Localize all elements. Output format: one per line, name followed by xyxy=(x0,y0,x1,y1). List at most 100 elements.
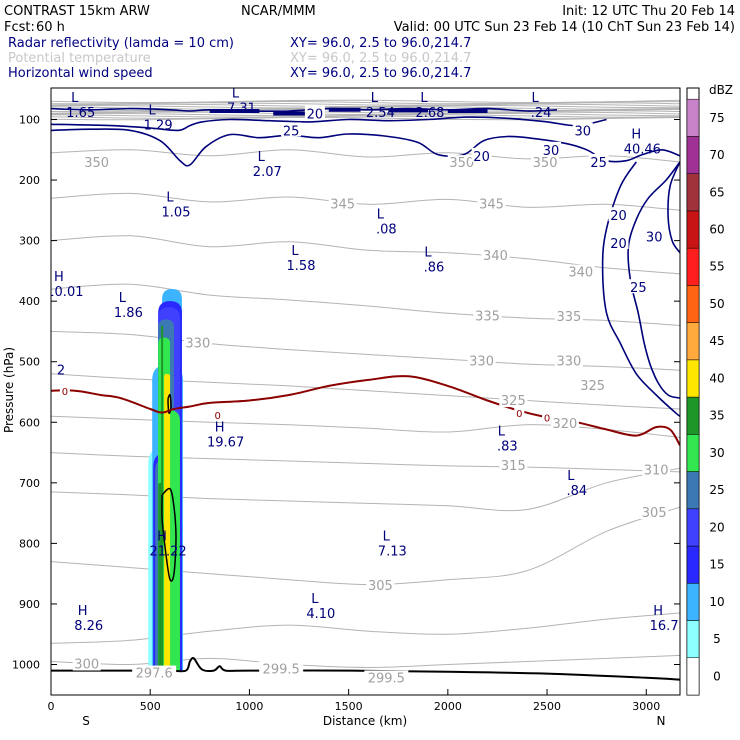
header: CONTRAST 15km ARW NCAR/MMM Init: 12 UTC … xyxy=(4,4,735,81)
colorbar-level-label: 0 xyxy=(713,669,721,683)
colorbar-level-label: 50 xyxy=(709,297,724,311)
theta-label: 335 xyxy=(475,309,500,324)
colorbar-swatch-15 xyxy=(686,545,700,584)
theta-label-bg xyxy=(578,377,607,392)
theta-label-bg xyxy=(328,196,357,211)
colorbar-level-label: 30 xyxy=(709,446,724,460)
wind-contour-20 xyxy=(601,161,680,417)
colorbar-level-label: 10 xyxy=(709,595,724,609)
y-tick-label: 400 xyxy=(19,295,40,308)
field-xy-theta: XY= 96.0, 2.5 to 96.0,214.7 xyxy=(290,51,471,66)
extremum-type: H xyxy=(653,604,663,619)
theta-label: 350 xyxy=(533,156,558,171)
field-name-wind: Horizontal wind speed xyxy=(8,66,153,81)
theta-label: 345 xyxy=(479,197,504,212)
wind-label: 20 xyxy=(307,107,324,122)
colorbar-level-label: 40 xyxy=(709,371,724,385)
extremum-type: L xyxy=(377,208,385,223)
wind-label: 30 xyxy=(543,144,560,159)
x-tick-label: 2500 xyxy=(533,700,561,713)
wind-label-bg xyxy=(588,153,609,168)
extremum-type: L xyxy=(424,246,432,261)
x-tick-label: 2000 xyxy=(434,700,462,713)
contour-labels: 350 350 350 345 345 340 340 335 335 330 330 330 325 3… xyxy=(57,105,671,686)
theta-contour xyxy=(51,149,680,163)
edge-label: 2 xyxy=(57,364,65,379)
x-axis-title: Distance (km) xyxy=(323,714,407,728)
reflectivity-cell-contour xyxy=(167,393,172,414)
extremum-type: L xyxy=(232,86,240,101)
extremum-value: 21.22 xyxy=(149,545,186,560)
north-end-label: N xyxy=(657,714,666,728)
theta-label-bg xyxy=(554,308,583,323)
colorbar-swatch-25 xyxy=(686,471,700,510)
wind-label-bg xyxy=(572,122,593,137)
colorbar-level-label: 45 xyxy=(709,334,724,348)
freezing-level-label: 0 xyxy=(62,387,68,398)
extremum-value: 2.07 xyxy=(253,165,282,180)
extremum-value: .08 xyxy=(376,223,397,238)
extremum-value: 2.54 xyxy=(366,106,395,121)
theta-contour xyxy=(51,330,680,371)
extremum-type: H xyxy=(157,530,167,545)
colorbar-level-label: 5 xyxy=(713,632,721,646)
colorbar-swatch-0 xyxy=(686,657,700,696)
y-tick-label: 900 xyxy=(19,598,40,611)
extremum-type: L xyxy=(371,91,379,106)
colorbar-swatch-65 xyxy=(686,173,700,212)
y-tick-label: 300 xyxy=(19,235,40,248)
extremum-type: H xyxy=(78,604,88,619)
y-tick-label: 700 xyxy=(19,477,40,490)
theta-label-bg xyxy=(481,247,510,262)
theta-label-bg xyxy=(477,196,506,211)
x-tick-label: 500 xyxy=(140,700,161,713)
theta-label: 350 xyxy=(449,156,474,171)
field-xy-reflectivity: XY= 96.0, 2.5 to 96.0,214.7 xyxy=(290,36,471,51)
theta-contour xyxy=(51,192,680,211)
colorbar-swatch-35 xyxy=(686,396,700,435)
reflectivity-40-dbz xyxy=(164,373,171,672)
extremum-value: 4.10 xyxy=(306,607,335,622)
zero-label-bg xyxy=(514,407,525,419)
theta-label: 305 xyxy=(642,506,667,521)
y-axis-title: Pressure (hPa) xyxy=(2,347,16,433)
wind-label-bg xyxy=(304,105,325,120)
colorbar-swatch-40 xyxy=(686,359,700,398)
wind-label: 20 xyxy=(473,150,490,165)
colorbar-level-label: 35 xyxy=(709,409,724,423)
south-end-label: S xyxy=(82,714,90,728)
model-title: CONTRAST 15km ARW xyxy=(4,4,150,19)
y-tick-label: 200 xyxy=(19,174,40,187)
colorbar: dBZ 0 5 10 15 20 25 30 35 40 45 50 55 60 65 70 75 xyxy=(686,83,733,696)
init-time: Init: 12 UTC Thu 20 Feb 14 xyxy=(562,4,735,19)
wind-contour-30 xyxy=(667,161,680,254)
extremum-value: 19.67 xyxy=(207,436,244,451)
wind-contour-25 xyxy=(51,116,607,132)
extrema-labels: L1.65 L1.29L7.31L2.54L2.68L.24H40.46L2.07… xyxy=(51,86,679,634)
theta-label: 330 xyxy=(469,355,494,370)
upper-theta-band xyxy=(51,99,680,121)
colorbar-level-label: 70 xyxy=(709,148,724,162)
theta-label: 300 xyxy=(74,658,99,673)
y-tick-label: 100 xyxy=(19,114,40,127)
extremum-value: 1.29 xyxy=(144,118,173,133)
colorbar-swatch-20 xyxy=(686,508,700,547)
extremum-value: 1.65 xyxy=(66,106,95,121)
theta-label: 345 xyxy=(330,197,355,212)
extremum-type: L xyxy=(383,530,391,545)
extremum-type: L xyxy=(71,91,79,106)
terrain-line xyxy=(51,657,680,681)
wind-contour-20 xyxy=(51,107,558,113)
wind-label-bg xyxy=(471,147,492,162)
extremum-type: H xyxy=(215,421,225,436)
theta-label-bg xyxy=(473,308,502,323)
theta-label: 340 xyxy=(483,249,508,264)
y-tick-label: 500 xyxy=(19,356,40,369)
extremum-type: L xyxy=(567,469,575,484)
extremum-value: 7.31 xyxy=(227,101,256,116)
theta-label-bg xyxy=(183,335,212,350)
theta-label: 340 xyxy=(568,266,593,281)
theta-label: 325 xyxy=(580,379,605,394)
extremum-type: L xyxy=(420,91,428,106)
